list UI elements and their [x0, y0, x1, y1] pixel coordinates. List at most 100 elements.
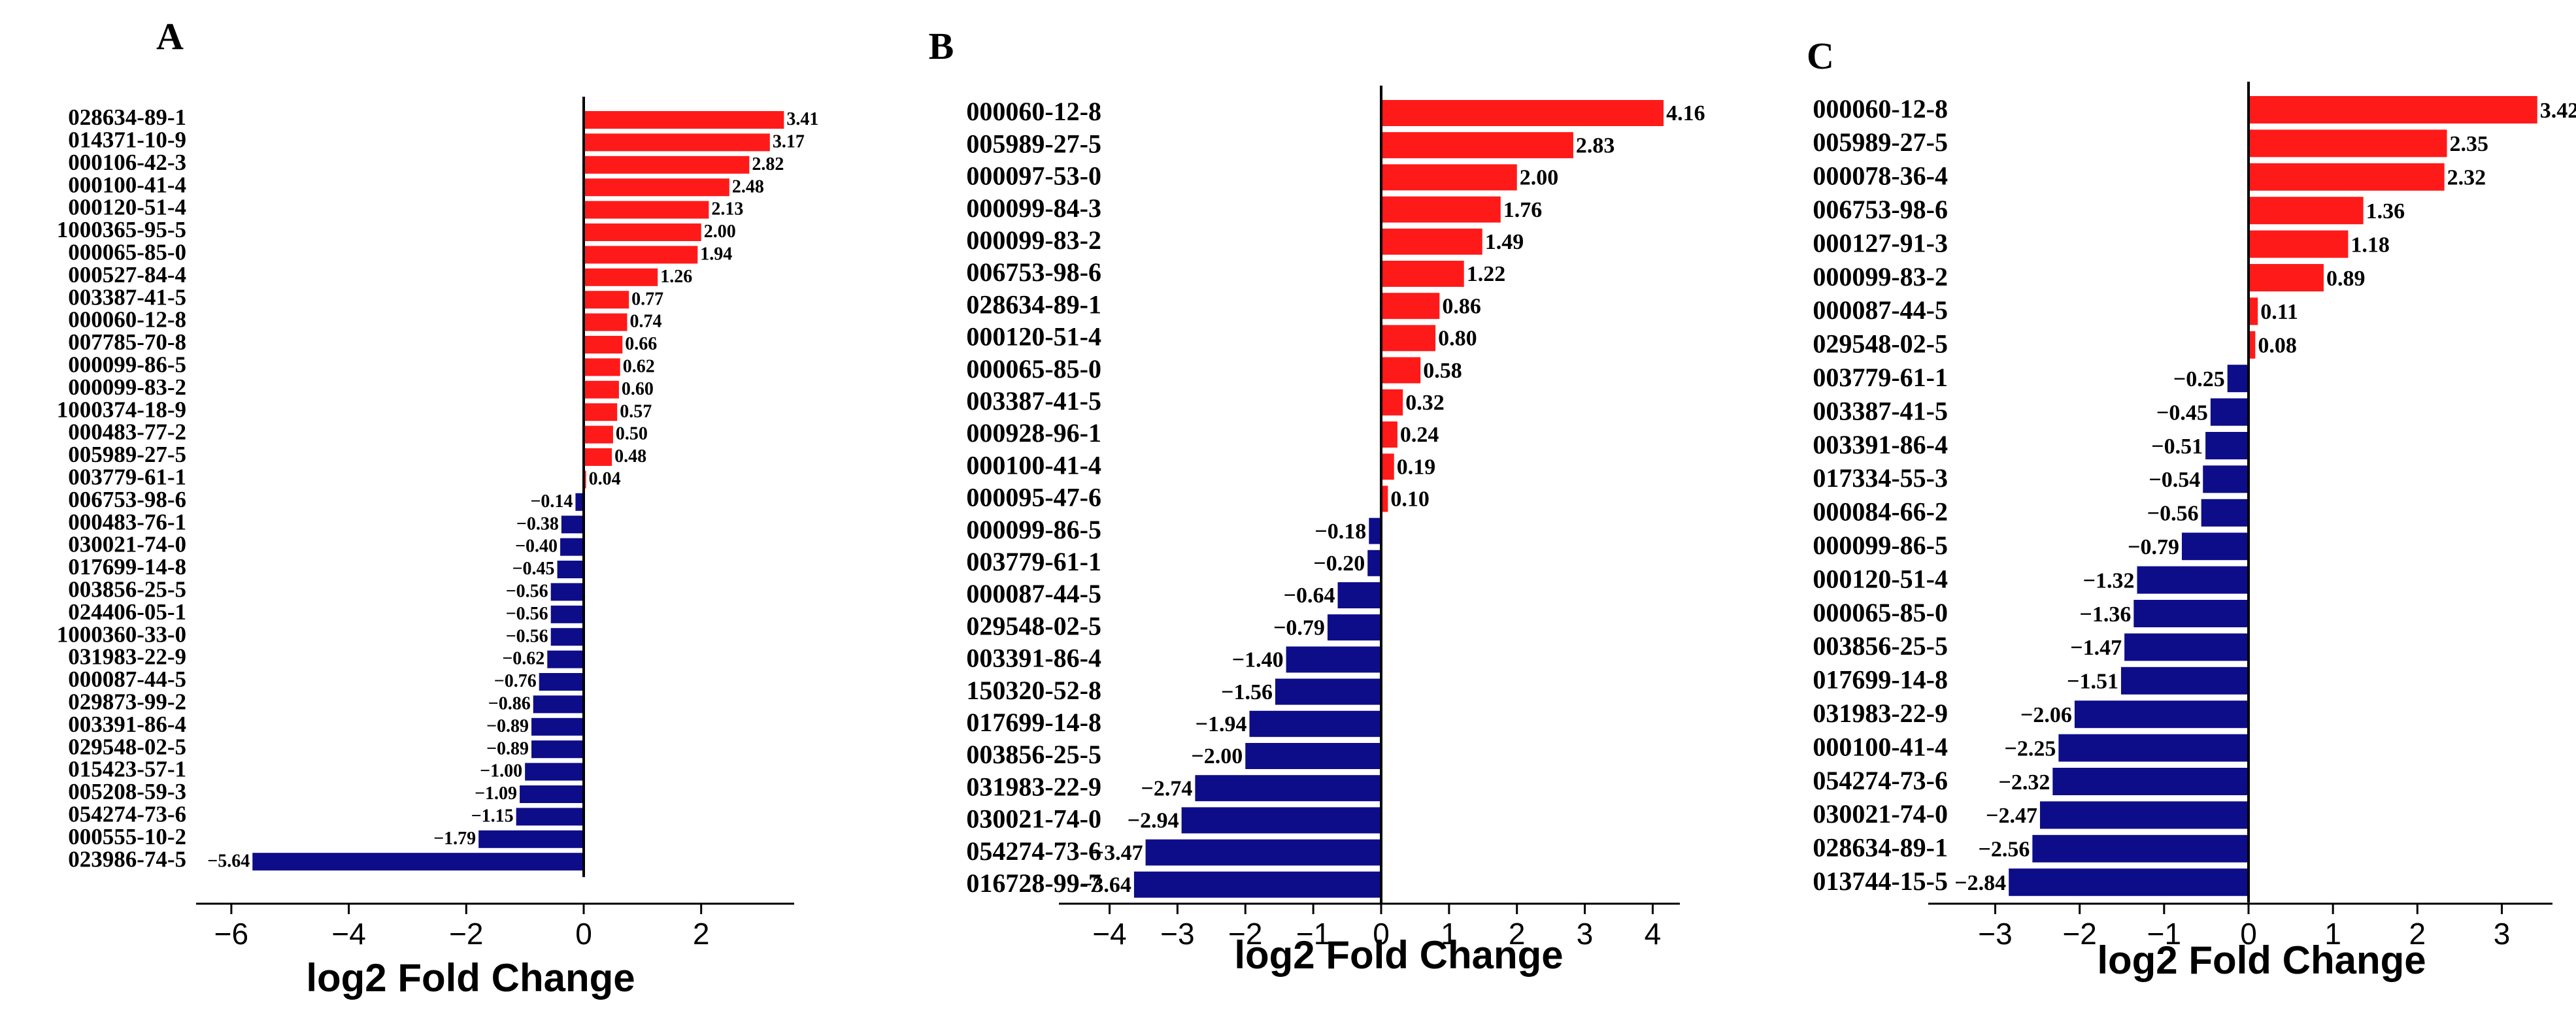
bar — [531, 717, 584, 736]
value-label: −1.00 — [480, 761, 522, 781]
value-label: −2.84 — [1954, 871, 2006, 895]
panel-b: B 000060-12-8 4.16 005989-27-5 2.83 000097-53… — [929, 25, 1705, 977]
bar — [2205, 432, 2249, 459]
bar — [584, 403, 618, 421]
bar — [1286, 646, 1381, 673]
value-label: −0.86 — [488, 693, 531, 714]
value-label: 0.86 — [1442, 294, 1481, 318]
value-label: −3.64 — [1080, 873, 1131, 897]
value-label: 0.19 — [1397, 455, 1436, 479]
value-label: −0.56 — [2147, 502, 2199, 526]
category-label: 014371-10-9 — [68, 127, 186, 152]
category-label: 1000374-18-9 — [57, 397, 186, 422]
category-label: 013744-15-5 — [1813, 866, 1948, 896]
value-label: 0.80 — [1438, 327, 1477, 351]
bar — [584, 268, 658, 286]
bar — [1381, 421, 1397, 448]
bar — [2249, 129, 2447, 157]
value-label: 0.32 — [1405, 391, 1445, 415]
bar — [1381, 325, 1436, 352]
x-tick-label: 4 — [1645, 917, 1662, 951]
bar — [1181, 807, 1381, 834]
x-tick-label: −6 — [214, 917, 248, 951]
bar — [557, 561, 584, 578]
category-label: 030021-74-0 — [1813, 799, 1948, 829]
bar — [584, 133, 770, 152]
bar — [1249, 710, 1381, 737]
value-label: −2.25 — [2005, 736, 2056, 761]
category-label: 005208-59-3 — [68, 779, 186, 804]
category-label: 003391-86-4 — [966, 644, 1101, 673]
value-label: −1.56 — [1221, 680, 1273, 704]
value-label: 1.49 — [1485, 230, 1524, 254]
x-axis-title: log2 Fold Change — [306, 956, 635, 1000]
value-label: −0.89 — [486, 716, 529, 736]
bar — [584, 246, 698, 264]
value-label: −0.56 — [506, 604, 548, 624]
category-label: 003856-25-5 — [966, 740, 1101, 769]
value-label: −1.79 — [433, 829, 476, 849]
bar — [2133, 600, 2249, 627]
bar — [2249, 297, 2258, 325]
category-label: 000099-86-5 — [1813, 531, 1948, 560]
bar — [1369, 518, 1381, 544]
value-label: 2.83 — [1576, 133, 1615, 157]
value-label: 1.26 — [660, 267, 692, 287]
value-label: −1.94 — [1196, 712, 1247, 736]
value-label: 3.41 — [786, 109, 818, 129]
category-label: 000100-41-4 — [68, 172, 186, 197]
category-label: 003779-61-1 — [966, 547, 1101, 576]
category-label: 000065-85-0 — [1813, 598, 1948, 627]
value-label: −0.14 — [530, 491, 573, 512]
category-label: 029548-02-5 — [68, 734, 186, 759]
category-label: 000120-51-4 — [966, 322, 1101, 352]
value-label: −2.00 — [1191, 744, 1243, 768]
category-label: 000087-44-5 — [1813, 295, 1948, 325]
bar — [2201, 499, 2249, 527]
bar — [1381, 164, 1517, 191]
bar — [2249, 163, 2445, 191]
bar — [2137, 566, 2249, 594]
bar — [584, 425, 613, 444]
bar — [1381, 228, 1482, 255]
category-label: 000060-12-8 — [68, 307, 186, 333]
category-label: 000099-83-2 — [966, 225, 1101, 255]
bar — [2249, 331, 2256, 359]
value-label: −0.25 — [2173, 367, 2225, 391]
bar — [550, 583, 584, 601]
value-label: −2.47 — [1986, 804, 2037, 828]
x-axis-title: log2 Fold Change — [2097, 938, 2426, 982]
bar — [2120, 666, 2249, 695]
value-label: −0.76 — [494, 671, 537, 691]
category-label: 000095-47-6 — [966, 483, 1101, 512]
category-label: 000106-42-3 — [68, 150, 186, 175]
category-label: 003856-25-5 — [1813, 631, 1948, 661]
value-label: −1.15 — [471, 806, 514, 826]
value-label: −2.74 — [1141, 776, 1193, 800]
bar — [2210, 398, 2249, 426]
bar — [584, 223, 701, 241]
bar — [516, 808, 584, 826]
category-label: 1000365-95-5 — [57, 217, 186, 242]
bar — [2058, 734, 2249, 762]
category-label: 054274-73-6 — [68, 801, 186, 827]
category-label: 015423-57-1 — [68, 757, 186, 782]
bar — [561, 516, 584, 534]
category-label: 003779-61-1 — [68, 464, 186, 489]
bar — [531, 740, 584, 759]
bar — [547, 650, 584, 668]
bar — [1337, 582, 1381, 608]
value-label: 1.22 — [1467, 262, 1506, 286]
bar — [550, 628, 584, 646]
value-label: 0.50 — [616, 424, 648, 444]
bar — [2227, 365, 2249, 393]
category-label: 000087-44-5 — [966, 579, 1101, 608]
bar — [2124, 633, 2249, 661]
value-label: 2.82 — [752, 154, 784, 174]
bar — [533, 695, 584, 714]
value-label: −0.54 — [2149, 468, 2200, 492]
value-label: 4.16 — [1666, 101, 1705, 125]
category-label: 030021-74-0 — [966, 804, 1101, 834]
value-label: −1.47 — [2070, 636, 2122, 660]
